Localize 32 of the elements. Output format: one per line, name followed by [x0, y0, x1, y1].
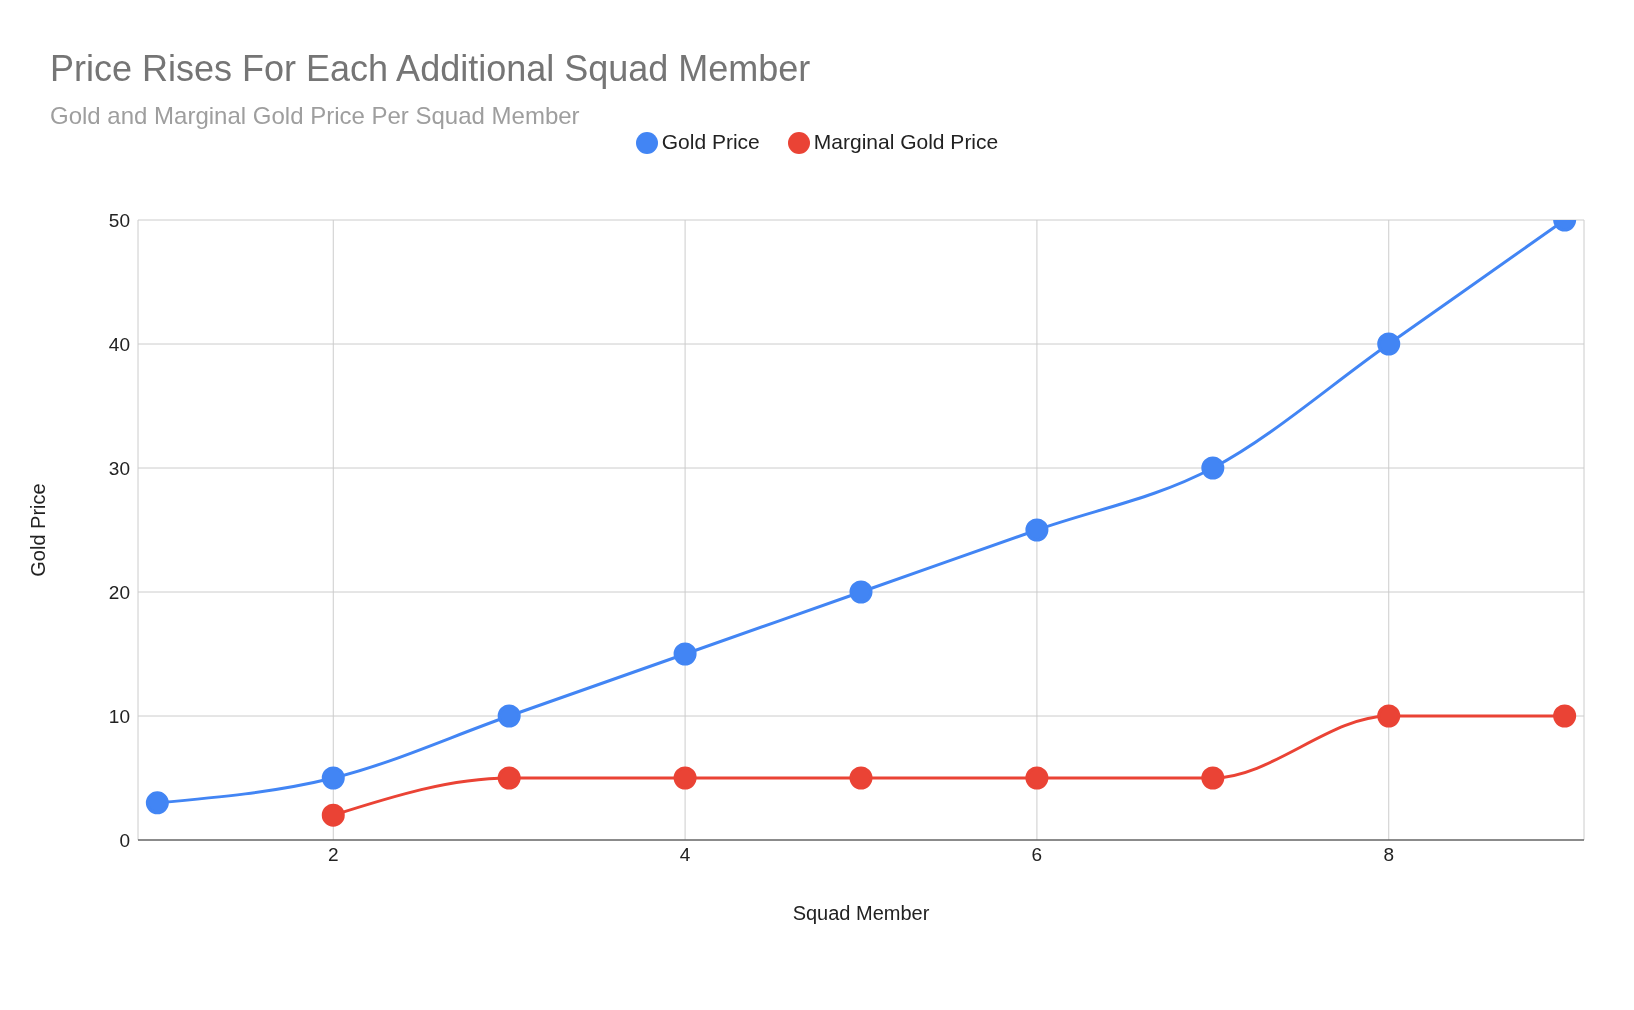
point [673, 766, 697, 790]
x-tick-label: 2 [327, 844, 339, 866]
y-tick-label: 40 [108, 333, 130, 355]
point [849, 580, 873, 604]
point [1377, 704, 1401, 728]
y-tick-label: 30 [108, 457, 130, 479]
legend-label: Gold Price [661, 130, 760, 153]
x-tick-label: 8 [1383, 844, 1395, 866]
x-tick-label: 6 [1031, 844, 1043, 866]
point [673, 642, 697, 666]
chart-subtitle: Gold and Marginal Gold Price Per Squad Member [49, 101, 581, 130]
point [321, 766, 345, 790]
point [321, 803, 345, 827]
chart-title: Price Rises For Each Additional Squad Member [49, 47, 812, 90]
y-tick-label: 0 [119, 829, 130, 851]
point [1377, 332, 1401, 356]
point [497, 704, 521, 728]
y-axis-title: Gold Price [27, 483, 50, 577]
y-tick-label: 20 [108, 581, 130, 603]
point [1201, 456, 1225, 480]
point [145, 791, 169, 815]
point [1025, 766, 1049, 790]
x-axis-title: Squad Member [792, 902, 930, 924]
point [1553, 704, 1577, 728]
point [1201, 766, 1225, 790]
y-tick-label: 50 [108, 209, 130, 231]
y-tick-label: 10 [108, 705, 130, 727]
point [849, 766, 873, 790]
x-tick-label: 4 [679, 844, 691, 866]
legend-label: Marginal Gold Price [813, 130, 999, 153]
point [1025, 518, 1049, 542]
point [497, 766, 521, 790]
